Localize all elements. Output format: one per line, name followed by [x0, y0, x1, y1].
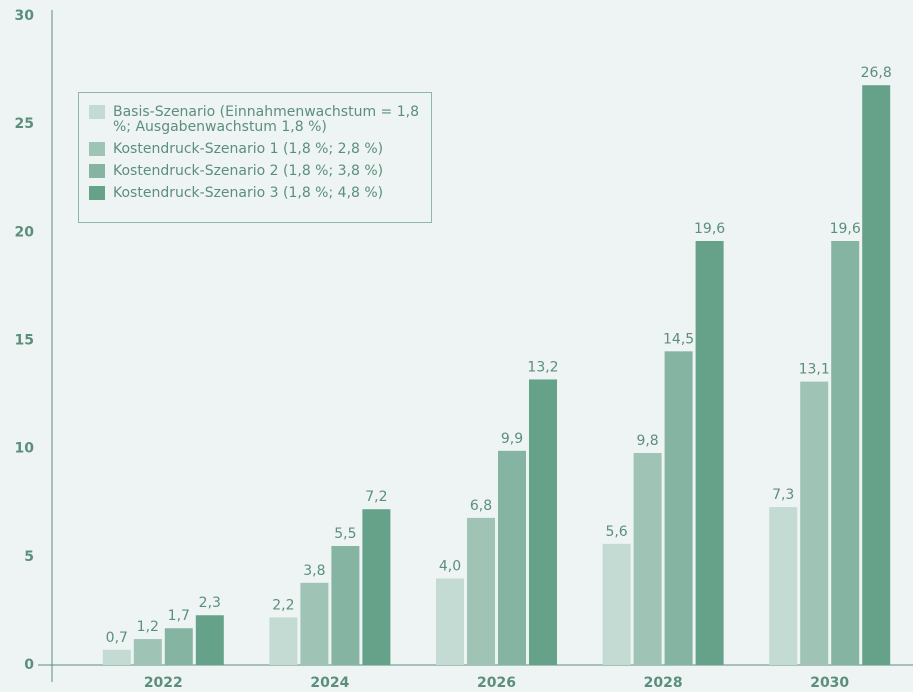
bar: [529, 379, 557, 665]
bar: [164, 628, 193, 665]
bar: [269, 617, 298, 665]
value-label: 14,5: [663, 331, 694, 347]
bar: [633, 452, 662, 665]
legend-swatch: [89, 186, 105, 200]
bar: [102, 649, 131, 665]
legend-item: Kostendruck-Szenario 2 (1,8 %; 3,8 %): [89, 164, 419, 179]
legend-label: Basis-Szenario (Einnahmenwachstum = 1,8 …: [113, 104, 419, 135]
legend-item: Kostendruck-Szenario 1 (1,8 %; 2,8 %): [89, 142, 419, 157]
bar: [769, 507, 798, 665]
value-label: 5,5: [334, 526, 356, 542]
value-label: 26,8: [861, 65, 892, 81]
legend-item: Kostendruck-Szenario 3 (1,8 %; 4,8 %): [89, 186, 419, 201]
legend-swatch: [89, 105, 105, 119]
x-tick-label: 2030: [810, 675, 849, 691]
legend-item: Basis-Szenario (Einnahmenwachstum = 1,8 …: [89, 105, 419, 135]
bar: [498, 450, 526, 665]
bar: [862, 85, 891, 665]
x-tick-label: 2022: [144, 675, 183, 691]
legend: Basis-Szenario (Einnahmenwachstum = 1,8 …: [78, 92, 432, 223]
y-tick-label: 10: [15, 441, 35, 457]
value-label: 13,2: [527, 359, 558, 375]
y-tick-label: 20: [15, 224, 35, 240]
y-tick-label: 30: [15, 8, 35, 24]
bar: [467, 517, 495, 665]
x-tick-label: 2026: [477, 675, 516, 691]
y-tick-label: 5: [24, 549, 34, 565]
bar: [800, 381, 829, 665]
value-label: 6,8: [470, 498, 492, 514]
value-label: 19,6: [830, 221, 861, 237]
value-label: 7,3: [772, 487, 794, 503]
x-tick-label: 2028: [644, 675, 683, 691]
bar: [331, 546, 360, 665]
value-label: 1,7: [168, 608, 190, 624]
value-label: 5,6: [605, 524, 627, 540]
value-label: 13,1: [799, 362, 830, 378]
value-label: 4,0: [439, 558, 461, 574]
bar: [831, 240, 860, 665]
y-tick-label: 15: [15, 333, 34, 349]
y-tick-label: 25: [15, 116, 34, 132]
x-tick-label: 2024: [310, 675, 349, 691]
value-label: 19,6: [694, 221, 725, 237]
bar: [362, 509, 391, 665]
legend-label: Kostendruck-Szenario 1 (1,8 %; 2,8 %): [113, 141, 384, 157]
legend-label: Kostendruck-Szenario 3 (1,8 %; 4,8 %): [113, 185, 384, 201]
legend-swatch: [89, 164, 105, 178]
value-label: 3,8: [303, 563, 325, 579]
value-label: 2,3: [199, 595, 221, 611]
bar: [602, 543, 631, 665]
bar: [695, 240, 724, 665]
value-label: 0,7: [106, 630, 128, 646]
bar: [133, 639, 162, 665]
value-label: 2,2: [272, 597, 294, 613]
value-label: 7,2: [365, 489, 387, 505]
bar: [436, 578, 464, 665]
legend-label: Kostendruck-Szenario 2 (1,8 %; 3,8 %): [113, 163, 384, 179]
value-label: 9,8: [636, 433, 658, 449]
bar: [300, 582, 329, 665]
bar: [664, 351, 693, 665]
value-label: 9,9: [501, 431, 523, 447]
bar: [195, 615, 224, 665]
y-tick-label: 0: [24, 657, 34, 673]
legend-swatch: [89, 142, 105, 156]
value-label: 1,2: [137, 619, 159, 635]
